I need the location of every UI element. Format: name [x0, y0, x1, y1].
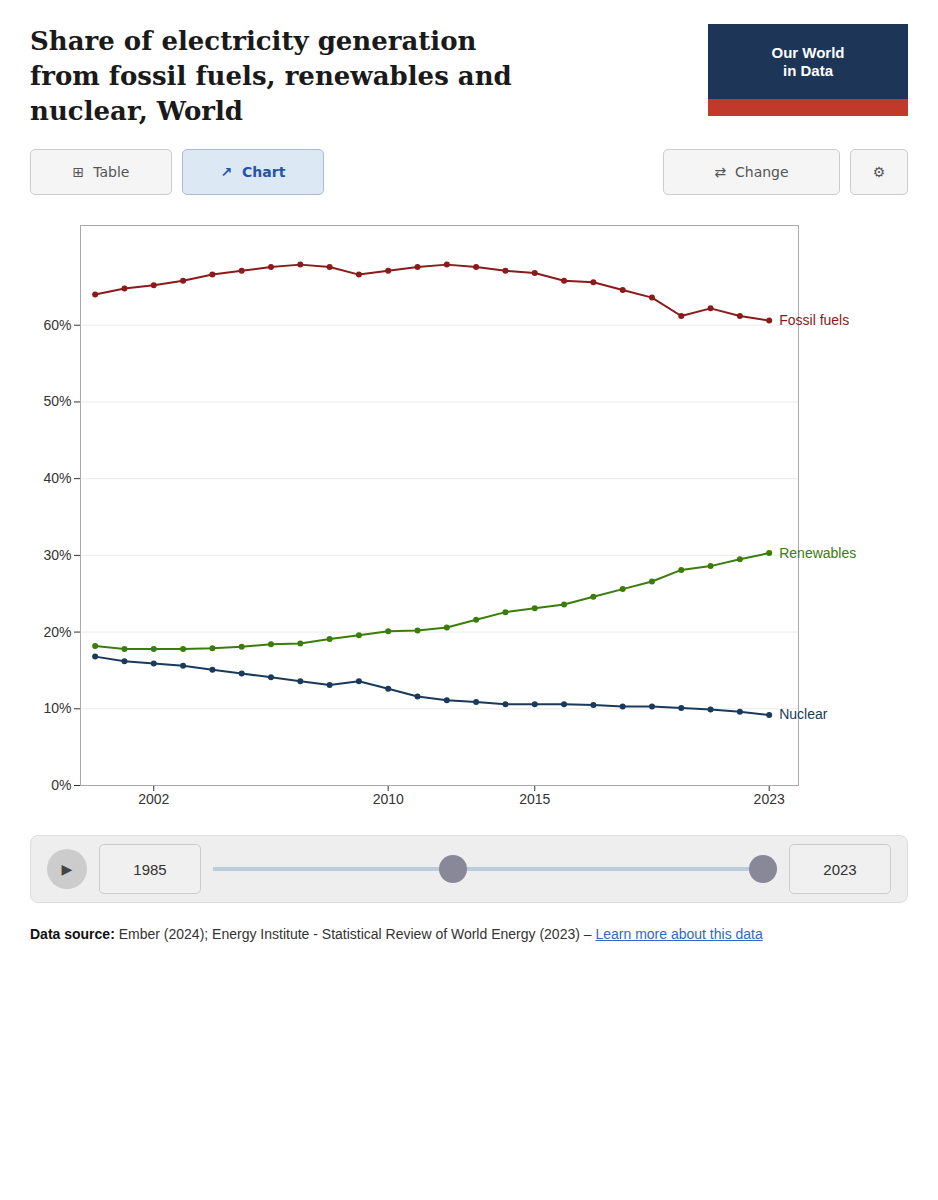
html-text:↗ Chart: ↗ Chart [220, 164, 286, 181]
html-text:Share of electricity generatio: Share of electricity generation from fos… [30, 26, 512, 127]
svg-text:10%: 10% [43, 701, 71, 717]
html-text:Our World in Data: Our World in Data [771, 43, 845, 79]
html-text:Data source: Ember (2024); Ene: Data source: Ember (2024); Energy Instit… [30, 926, 763, 943]
html-text:⇄ Change: ⇄ Change [714, 164, 789, 181]
svg-text:0%: 0% [51, 777, 71, 793]
svg-text:Nuclear: Nuclear [779, 707, 828, 723]
svg-text:Fossil fuels: Fossil fuels [779, 312, 849, 328]
svg-text:30%: 30% [43, 547, 71, 563]
svg-text:50%: 50% [43, 394, 71, 410]
svg-text:60%: 60% [43, 317, 71, 333]
html-text:⊞ Table: ⊞ Table [72, 164, 130, 181]
svg-text:2010: 2010 [373, 792, 404, 808]
svg-text:2002: 2002 [138, 792, 169, 808]
html-text:2023: 2023 [823, 860, 857, 878]
svg-text:40%: 40% [43, 470, 71, 486]
svg-text:Renewables: Renewables [779, 545, 856, 561]
svg-text:2023: 2023 [754, 792, 785, 808]
svg-text:20%: 20% [43, 624, 71, 640]
svg-text:2015: 2015 [519, 792, 550, 808]
html-text:1985: 1985 [133, 860, 167, 878]
